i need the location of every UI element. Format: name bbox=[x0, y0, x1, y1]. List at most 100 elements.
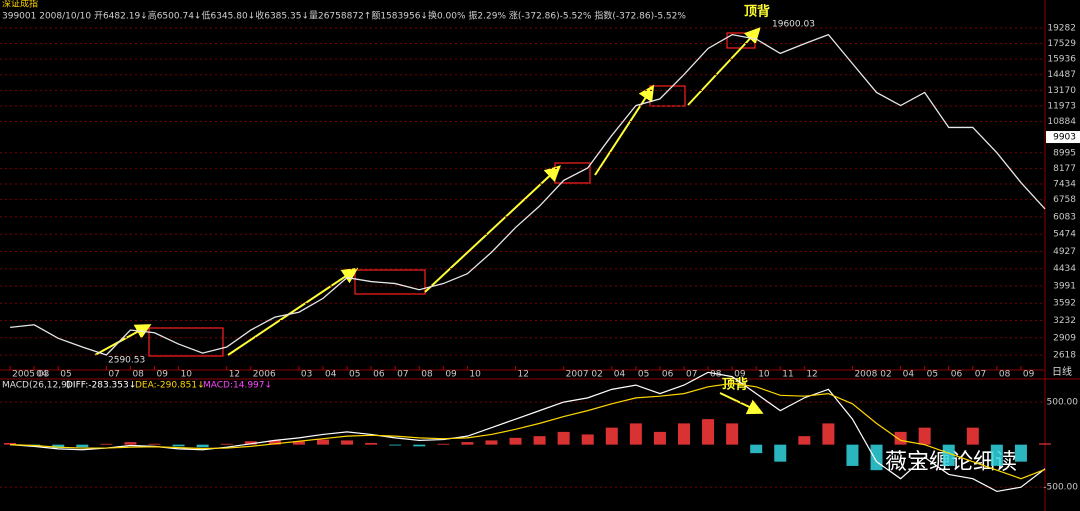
macd-bar bbox=[509, 437, 522, 445]
y-tick-label: 10884 bbox=[1047, 117, 1076, 127]
macd-bar bbox=[990, 444, 1003, 466]
x-tick-label: 04 bbox=[325, 370, 337, 380]
y-tick-label: 6083 bbox=[1053, 212, 1076, 222]
x-tick-label: 05 bbox=[349, 370, 360, 380]
dea-label: DEA:-290.851↓ bbox=[135, 381, 205, 391]
macd-bar bbox=[100, 443, 113, 445]
macd-bar bbox=[1014, 444, 1027, 462]
y-tick-label: 2618 bbox=[1053, 351, 1076, 361]
y-tick-label: 15936 bbox=[1047, 55, 1076, 65]
arrow bbox=[687, 27, 761, 106]
macd-bar bbox=[437, 443, 450, 445]
macd-bar bbox=[365, 442, 378, 445]
macd-bar bbox=[702, 419, 715, 445]
x-tick-label: 04 bbox=[36, 370, 48, 380]
quote-line: 399001 2008/10/10 开6482.19↓高6500.74↓低634… bbox=[2, 10, 686, 22]
x-tick-label: 06 bbox=[662, 370, 674, 380]
arrow bbox=[594, 84, 655, 176]
y-tick-label: 11973 bbox=[1047, 101, 1076, 111]
period-label: 日线 bbox=[1052, 365, 1072, 378]
macd-bar bbox=[52, 444, 65, 449]
macd-bar bbox=[316, 439, 329, 445]
macd-bar bbox=[918, 427, 931, 445]
annotation: 2590.53 bbox=[108, 356, 145, 366]
x-tick-label: 08 bbox=[710, 370, 722, 380]
x-tick-label: 2006 bbox=[253, 370, 276, 380]
y-tick-label: 5474 bbox=[1053, 230, 1076, 240]
x-tick-label: 11 bbox=[782, 370, 793, 380]
y-tick-label: 3991 bbox=[1053, 281, 1076, 291]
cursor-box bbox=[1046, 131, 1080, 144]
arrows bbox=[94, 27, 764, 415]
x-tick-label: 2008 02 bbox=[854, 370, 891, 380]
x-tick-label: 10 bbox=[181, 370, 193, 380]
x-tick-label: 10 bbox=[758, 370, 770, 380]
price-line bbox=[10, 33, 1046, 356]
x-tick-label: 08 bbox=[132, 370, 144, 380]
macd-bar bbox=[461, 442, 474, 445]
y-tick-label: 8995 bbox=[1053, 148, 1076, 158]
y-tick-label: 6758 bbox=[1053, 195, 1076, 205]
macd-bar bbox=[4, 442, 17, 445]
macd-bar bbox=[798, 436, 811, 445]
index-name: 深证成指 bbox=[2, 0, 38, 10]
x-tick-label: 2007 02 bbox=[566, 370, 603, 380]
macd-line bbox=[10, 371, 1046, 493]
y-tick-label: 4434 bbox=[1053, 264, 1076, 274]
cursor-label: 9903 bbox=[1053, 133, 1076, 143]
x-tick-label: 06 bbox=[951, 370, 963, 380]
y-tick-label: 13170 bbox=[1047, 86, 1076, 96]
y-tick-label: 3232 bbox=[1053, 316, 1076, 326]
x-tick-label: 07 bbox=[397, 370, 408, 380]
macd-bar bbox=[605, 427, 618, 445]
x-tick-label: 07 bbox=[686, 370, 697, 380]
x-tick-label: 06 bbox=[373, 370, 385, 380]
macd-bar bbox=[894, 431, 907, 445]
macd-bar bbox=[774, 444, 787, 462]
macd-bar bbox=[148, 443, 161, 445]
annotation: 顶背 bbox=[722, 377, 748, 393]
macd-bar bbox=[726, 423, 739, 445]
macd-bar bbox=[220, 443, 233, 445]
macd-bar bbox=[268, 440, 281, 445]
macd-bar bbox=[581, 434, 594, 445]
x-tick-label: 07 bbox=[108, 370, 119, 380]
x-tick-label: 09 bbox=[1023, 370, 1035, 380]
diff-label: DIFF:-283.353↓ bbox=[66, 381, 136, 391]
macd-bar bbox=[942, 444, 955, 466]
y-tick-label: 2909 bbox=[1053, 333, 1076, 343]
arrow bbox=[424, 165, 561, 293]
x-tick-label: 07 bbox=[975, 370, 986, 380]
x-tick-label: 04 bbox=[903, 370, 915, 380]
macd-bar bbox=[966, 427, 979, 445]
macd-bar bbox=[557, 431, 570, 445]
x-tick-label: 04 bbox=[614, 370, 626, 380]
macd-line bbox=[10, 382, 1046, 480]
macd-bar bbox=[822, 423, 835, 445]
macd-bar bbox=[341, 440, 354, 445]
x-tick-label: 09 bbox=[157, 370, 169, 380]
macd-bar bbox=[389, 444, 402, 446]
macd-bar bbox=[76, 444, 89, 448]
y-tick-label: 4927 bbox=[1053, 247, 1076, 257]
x-tick-label: 05 bbox=[927, 370, 938, 380]
x-tick-label: 05 bbox=[638, 370, 649, 380]
x-tick-label: 12 bbox=[806, 370, 817, 380]
y-tick-label: 19282 bbox=[1047, 23, 1076, 33]
macd-bar bbox=[750, 444, 763, 454]
macd-bar bbox=[1039, 443, 1051, 445]
y-tick-label: 3592 bbox=[1053, 299, 1076, 309]
macd-bar bbox=[485, 440, 498, 445]
macd-bar bbox=[677, 423, 690, 445]
x-tick-label: 2005 03 bbox=[12, 370, 49, 380]
arrow bbox=[227, 267, 359, 356]
box bbox=[148, 327, 224, 357]
annotation: 19600.03 bbox=[772, 20, 815, 30]
macd-bar bbox=[196, 444, 209, 448]
x-tick-label: 03 bbox=[301, 370, 312, 380]
macd-bar bbox=[870, 444, 883, 471]
macd-bar bbox=[172, 444, 185, 447]
x-tick-label: 12 bbox=[229, 370, 240, 380]
